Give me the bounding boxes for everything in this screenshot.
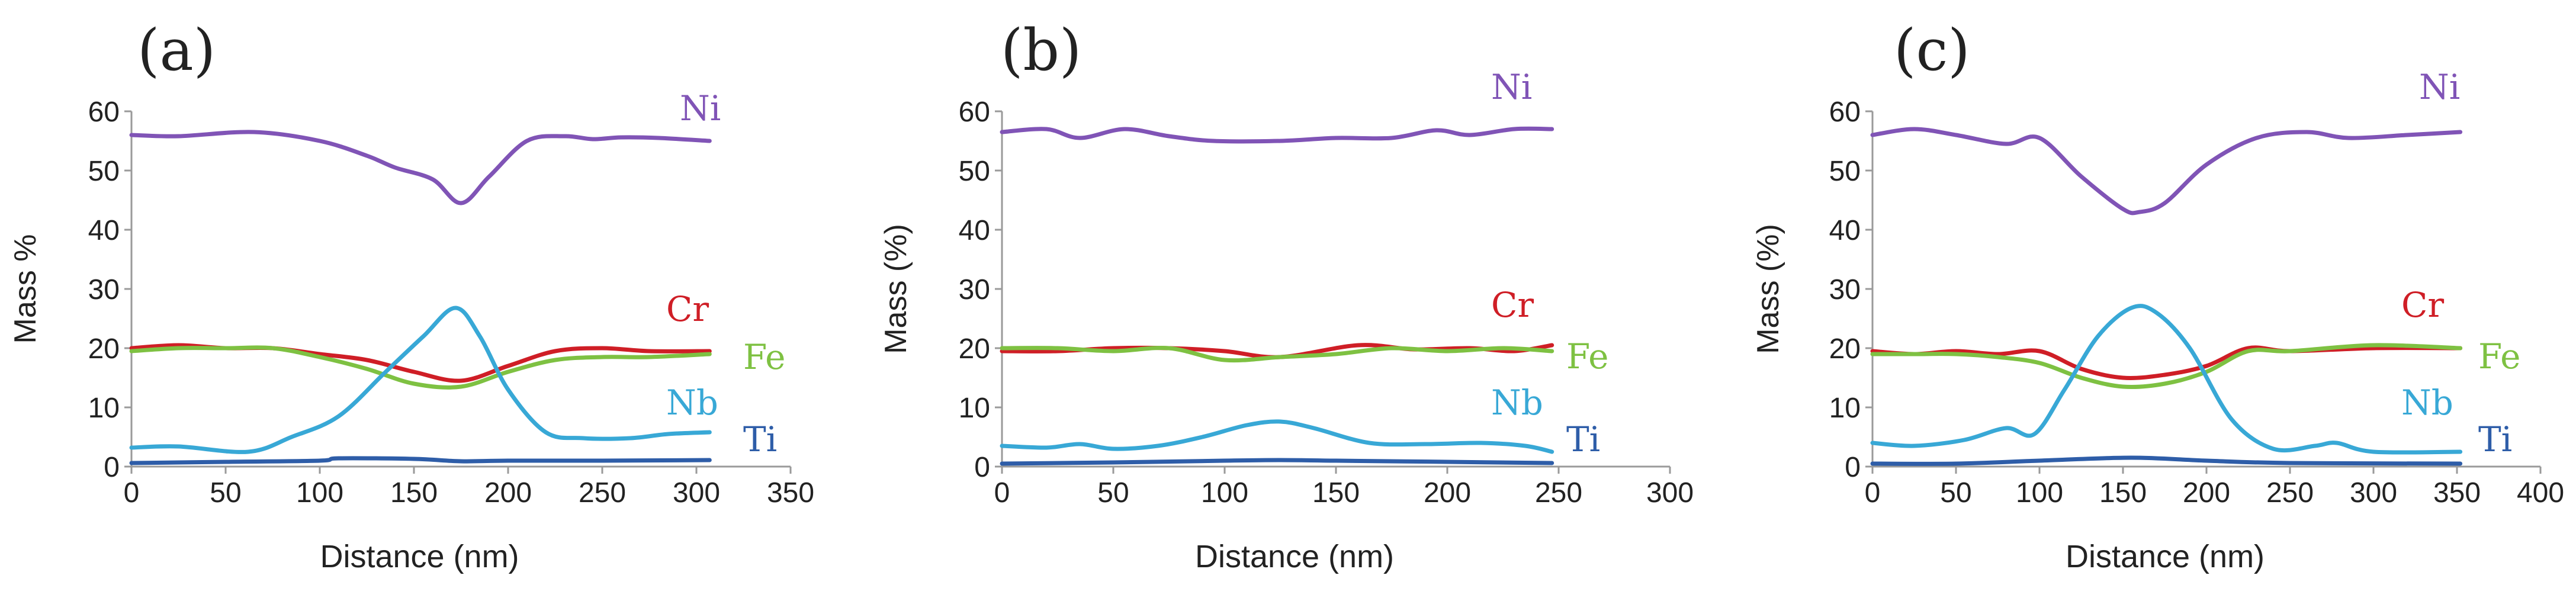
panel-c-x-tick-label: 50	[1940, 477, 1971, 509]
panel-c-y-tick-label: 40	[1829, 215, 1861, 246]
panel-a-x-tick-label: 50	[210, 477, 241, 509]
panel-a-label-nb: Nb	[666, 383, 718, 423]
panel-a-y-tick-label: 60	[88, 97, 120, 128]
panel-a-line-ni	[129, 130, 712, 205]
panel-a-line-ti	[129, 456, 712, 465]
panel-c-line-cr	[1870, 345, 2463, 380]
panel-c-y-tick-label: 20	[1829, 333, 1861, 365]
panel-c-y-tick-label: 50	[1829, 156, 1861, 187]
panel-c-label-ti: Ti	[2478, 419, 2512, 459]
panel-b-line-fe	[1000, 346, 1554, 363]
panel-a-y-tick-label: 10	[88, 393, 120, 424]
panel-a-x-axis-title: Distance (nm)	[320, 539, 519, 574]
panel-a-y-tick-label: 30	[88, 274, 120, 306]
panel-a-label-ti: Ti	[743, 419, 777, 459]
panel-b-y-tick-label: 60	[959, 97, 990, 128]
panel-b-x-tick-label: 100	[1201, 477, 1248, 509]
panel-b-x-tick-label: 200	[1424, 477, 1471, 509]
panel-c-y-tick-label: 0	[1845, 452, 1861, 483]
panel-c-y-tick-label: 30	[1829, 274, 1861, 306]
panel-a-x-tick-label: 100	[296, 477, 343, 509]
panel-c-y-tick-label: 60	[1829, 97, 1861, 128]
panel-b-y-axis-title: Mass (%)	[879, 224, 913, 354]
panel-b-line-nb	[1000, 419, 1554, 454]
panel-a-line-cr	[129, 343, 712, 383]
panel-a-x-tick-label: 350	[767, 477, 814, 509]
panel-b-x-tick-label: 0	[994, 477, 1010, 509]
panel-a-y-tick-label: 50	[88, 156, 120, 187]
panel-b-x-tick-label: 300	[1646, 477, 1694, 509]
panel-a-x-tick-label: 300	[673, 477, 720, 509]
panel-c-label-fe: Fe	[2478, 336, 2520, 377]
panel-a-y-tick-label: 40	[88, 215, 120, 246]
panel-a-line-nb	[129, 306, 712, 454]
panel-c-x-tick-label: 100	[2016, 477, 2063, 509]
panel-a-x-tick-label: 150	[390, 477, 438, 509]
panel-b-x-axis-title: Distance (nm)	[1195, 539, 1394, 574]
panel-c-x-tick-label: 300	[2350, 477, 2397, 509]
panel-b-x-tick-label: 250	[1535, 477, 1582, 509]
panel-b-x-tick-label: 150	[1312, 477, 1360, 509]
panel-b-y-tick-label: 50	[959, 156, 990, 187]
panel-a-label-fe: Fe	[743, 337, 785, 377]
panel-c-label-ni: Ni	[2419, 67, 2460, 107]
panel-c-line-fe	[1870, 343, 2463, 390]
panel-b-x-tick-label: 50	[1097, 477, 1129, 509]
panel-c-label-nb: Nb	[2401, 383, 2453, 423]
panel-b-y-tick-label: 10	[959, 393, 990, 424]
panel-c-x-tick-label: 200	[2183, 477, 2230, 509]
panel-b-line-ni	[1000, 126, 1554, 144]
panel-c-line-ni	[1870, 127, 2463, 216]
panel-a-label-ni: Ni	[680, 88, 721, 128]
panel-b-letter: (b)	[1001, 17, 1081, 83]
panel-b-label-ti: Ti	[1566, 419, 1600, 459]
panel-b-label-ni: Ni	[1491, 67, 1532, 107]
panel-c-x-tick-label: 150	[2099, 477, 2147, 509]
panel-b-y-tick-label: 0	[974, 452, 990, 483]
panel-c-x-tick-label: 350	[2433, 477, 2481, 509]
panel-c-letter: (c)	[1894, 17, 1970, 83]
panel-b-label-nb: Nb	[1491, 383, 1543, 423]
panel-c-x-axis-title: Distance (nm)	[2066, 539, 2265, 574]
panel-c-y-axis-title: Mass (%)	[1751, 224, 1785, 354]
panel-c-x-tick-label: 0	[1865, 477, 1881, 509]
panel-c-y-tick-label: 10	[1829, 393, 1861, 424]
panel-a-x-tick-label: 200	[484, 477, 532, 509]
panel-a-line-fe	[129, 345, 712, 390]
panel-c-x-tick-label: 250	[2266, 477, 2314, 509]
panel-a-letter: (a)	[137, 17, 216, 83]
panel-a-label-cr: Cr	[666, 289, 709, 329]
panel-b-label-fe: Fe	[1566, 336, 1608, 377]
panel-b-y-tick-label: 20	[959, 333, 990, 365]
panel-c-x-tick-label: 400	[2517, 477, 2564, 509]
panel-b-label-cr: Cr	[1491, 285, 1534, 325]
panel-c-line-nb	[1870, 304, 2463, 455]
panel-a-y-axis-title: Mass %	[8, 234, 43, 344]
panel-b-line-ti	[1000, 458, 1554, 466]
panel-b-y-tick-label: 30	[959, 274, 990, 306]
panel-c-label-cr: Cr	[2401, 285, 2444, 325]
panel-a-x-tick-label: 250	[579, 477, 626, 509]
panel-a-y-tick-label: 20	[88, 333, 120, 365]
panel-a-y-tick-label: 0	[104, 452, 120, 483]
panel-a-x-tick-label: 0	[124, 477, 140, 509]
panel-b-y-tick-label: 40	[959, 215, 990, 246]
panel-c-line-ti	[1870, 455, 2463, 466]
